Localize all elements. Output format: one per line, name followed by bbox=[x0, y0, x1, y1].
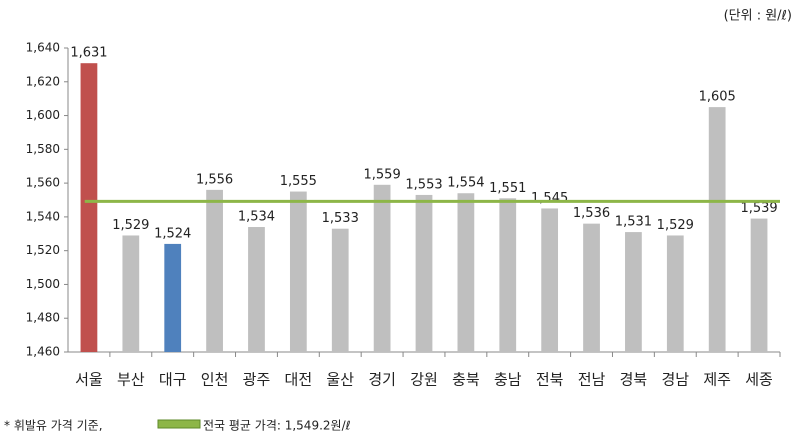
value-label: 1,555 bbox=[280, 174, 317, 189]
legend-label: 전국 평균 가격: 1,549.2원/ℓ bbox=[203, 419, 351, 433]
value-label: 1,533 bbox=[322, 211, 359, 226]
y-tick-label: 1,480 bbox=[26, 311, 60, 325]
x-tick-label: 인천 bbox=[201, 371, 229, 389]
y-tick-label: 1,540 bbox=[26, 209, 60, 223]
y-tick-label: 1,640 bbox=[26, 41, 60, 55]
value-label: 1,554 bbox=[447, 176, 484, 191]
x-tick-label: 대구 bbox=[159, 371, 187, 389]
value-label: 1,534 bbox=[238, 210, 275, 225]
value-label: 1,529 bbox=[112, 218, 149, 233]
x-tick-label: 대전 bbox=[285, 371, 313, 389]
value-label: 1,524 bbox=[154, 226, 191, 241]
value-label: 1,605 bbox=[699, 90, 736, 105]
bar bbox=[625, 232, 642, 352]
unit-note: (단위 : 원/ℓ) bbox=[724, 9, 792, 24]
x-tick-label: 충북 bbox=[452, 371, 480, 389]
x-tick-label: 경남 bbox=[661, 371, 689, 389]
value-label: 1,553 bbox=[405, 177, 442, 192]
bar bbox=[248, 227, 265, 352]
y-tick-label: 1,600 bbox=[26, 108, 60, 122]
legend-swatch bbox=[157, 419, 201, 429]
value-label: 1,539 bbox=[740, 201, 777, 216]
bar bbox=[583, 223, 600, 352]
x-tick-label: 전남 bbox=[578, 371, 606, 389]
x-tick-label: 세종 bbox=[745, 371, 773, 389]
bar bbox=[666, 235, 684, 352]
value-label: 1,631 bbox=[70, 46, 107, 61]
x-tick-label: 제주 bbox=[703, 371, 731, 389]
y-tick-label: 1,520 bbox=[26, 243, 60, 257]
x-tick-label: 강원 bbox=[410, 371, 438, 389]
value-label: 1,545 bbox=[531, 191, 568, 206]
x-tick-label: 전북 bbox=[536, 371, 564, 389]
x-tick-label: 경북 bbox=[620, 371, 648, 389]
value-label: 1,536 bbox=[573, 206, 610, 221]
value-label: 1,556 bbox=[196, 172, 233, 187]
bar bbox=[331, 228, 349, 352]
bar bbox=[457, 193, 475, 352]
x-tick-label: 울산 bbox=[326, 371, 354, 389]
y-tick-label: 1,580 bbox=[26, 142, 60, 156]
bar bbox=[373, 184, 391, 352]
y-tick-label: 1,620 bbox=[26, 74, 60, 88]
bar bbox=[499, 198, 517, 352]
bar bbox=[750, 218, 768, 352]
y-tick-label: 1,500 bbox=[26, 277, 60, 291]
x-tick-label: 광주 bbox=[243, 371, 271, 389]
value-label: 1,559 bbox=[364, 167, 401, 182]
footnote: * 휘발유 가격 기준, bbox=[4, 419, 103, 433]
x-tick-label: 충남 bbox=[494, 371, 522, 389]
bar bbox=[80, 63, 98, 352]
value-label: 1,529 bbox=[657, 218, 694, 233]
bar bbox=[415, 194, 433, 352]
value-label: 1,551 bbox=[489, 181, 526, 196]
bar bbox=[122, 235, 140, 352]
bar bbox=[206, 189, 223, 352]
y-tick-label: 1,560 bbox=[26, 176, 60, 190]
x-tick-label: 부산 bbox=[117, 371, 145, 389]
bar bbox=[708, 107, 726, 352]
bar bbox=[541, 208, 559, 352]
y-tick-label: 1,460 bbox=[26, 345, 60, 359]
bar bbox=[164, 243, 182, 352]
bar bbox=[289, 191, 307, 352]
x-tick-label: 서울 bbox=[75, 371, 103, 389]
value-label: 1,531 bbox=[615, 215, 652, 230]
x-tick-label: 경기 bbox=[368, 371, 396, 389]
